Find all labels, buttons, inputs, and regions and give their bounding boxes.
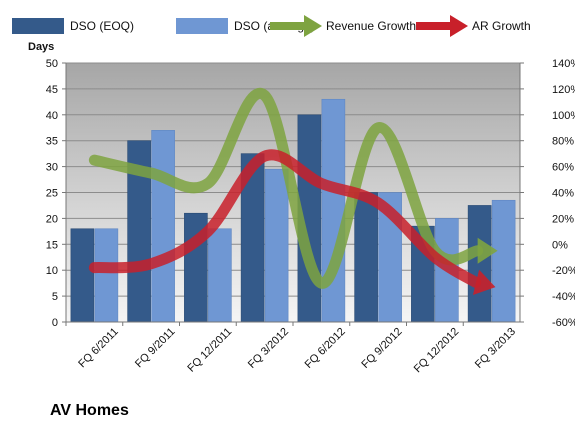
- bar-dso-average: [491, 199, 516, 323]
- x-tick-label: FQ 12/2011: [185, 326, 234, 375]
- ar-growth-line: [88, 149, 482, 288]
- left-tick-label: 5: [52, 291, 58, 303]
- legend-arrow-head: [450, 15, 468, 37]
- bar-dso-eoq: [354, 192, 378, 323]
- x-tick-label: FQ 3/2012: [246, 326, 291, 371]
- x-tick-label: FQ 9/2012: [359, 326, 404, 371]
- legend-swatch-ar-growth: [416, 15, 468, 37]
- legend: DSO (EOQ) DSO (average) Revenue Growth A…: [12, 15, 531, 37]
- left-tick-label: 10: [46, 265, 58, 277]
- right-tick-label: -40%: [552, 291, 575, 303]
- right-tick-label: 40%: [552, 188, 574, 200]
- bar-dso-average: [264, 168, 289, 323]
- bar-dso-average: [208, 228, 232, 323]
- x-axis-ticks: FQ 6/2011 FQ 9/2011 FQ 12/2011 FQ 3/2012 FQ …: [65, 322, 518, 376]
- bar-dso-eoq: [70, 228, 95, 323]
- right-tick-label: 100%: [552, 110, 575, 122]
- x-tick-label: FQ 9/2011: [133, 326, 178, 371]
- legend-label-revenue-growth: Revenue Growth: [326, 19, 416, 33]
- left-tick-label: 0: [52, 317, 58, 329]
- chart-title: AV Homes: [50, 402, 129, 419]
- right-tick-label: 140%: [552, 58, 575, 70]
- legend-swatch-revenue-growth: [270, 15, 322, 37]
- bar-dso-eoq: [467, 205, 492, 323]
- revenue-growth-arrowhead: [477, 237, 498, 264]
- right-tick-label: 60%: [552, 162, 574, 174]
- legend-arrow-head: [304, 15, 322, 37]
- x-tick-label: FQ 3/2013: [473, 326, 518, 371]
- right-tick-label: -60%: [552, 317, 575, 329]
- x-tick-label: FQ 6/2011: [76, 326, 121, 371]
- legend-label-dso-eoq: DSO (EOQ): [70, 19, 134, 33]
- bar-dso-average: [94, 228, 119, 323]
- x-tick-label: FQ 12/2012: [412, 326, 462, 376]
- right-tick-label: -20%: [552, 265, 575, 277]
- right-tick-label: 20%: [552, 213, 574, 225]
- left-axis-ticks: 0 5 10 15 20 25 30 35 40 45 50: [46, 58, 66, 329]
- right-tick-label: 0%: [552, 239, 568, 251]
- left-tick-label: 45: [46, 84, 58, 96]
- y-axis-title: Days: [28, 41, 54, 53]
- revenue-growth-line: [88, 87, 484, 289]
- left-tick-label: 40: [46, 110, 58, 122]
- legend-swatch-dso-eoq: [12, 18, 64, 34]
- left-tick-label: 50: [46, 58, 58, 70]
- right-tick-label: 120%: [552, 84, 575, 96]
- left-tick-label: 25: [46, 188, 58, 200]
- ar-growth-arrowhead: [472, 269, 496, 296]
- right-tick-label: 80%: [552, 136, 574, 148]
- bar-dso-average: [151, 130, 175, 323]
- growth-lines: [88, 87, 498, 296]
- right-axis-ticks: -60% -40% -20% 0% 20% 40% 60% 80% 100% 120% 140%: [520, 58, 575, 329]
- left-tick-label: 30: [46, 162, 58, 174]
- legend-label-ar-growth: AR Growth: [472, 19, 531, 33]
- legend-swatch-dso-average: [176, 18, 228, 34]
- x-tick-label: FQ 6/2012: [303, 326, 348, 371]
- left-tick-label: 35: [46, 136, 58, 148]
- bar-dso-average: [321, 98, 346, 323]
- left-tick-label: 20: [46, 213, 58, 225]
- left-tick-label: 15: [46, 239, 58, 251]
